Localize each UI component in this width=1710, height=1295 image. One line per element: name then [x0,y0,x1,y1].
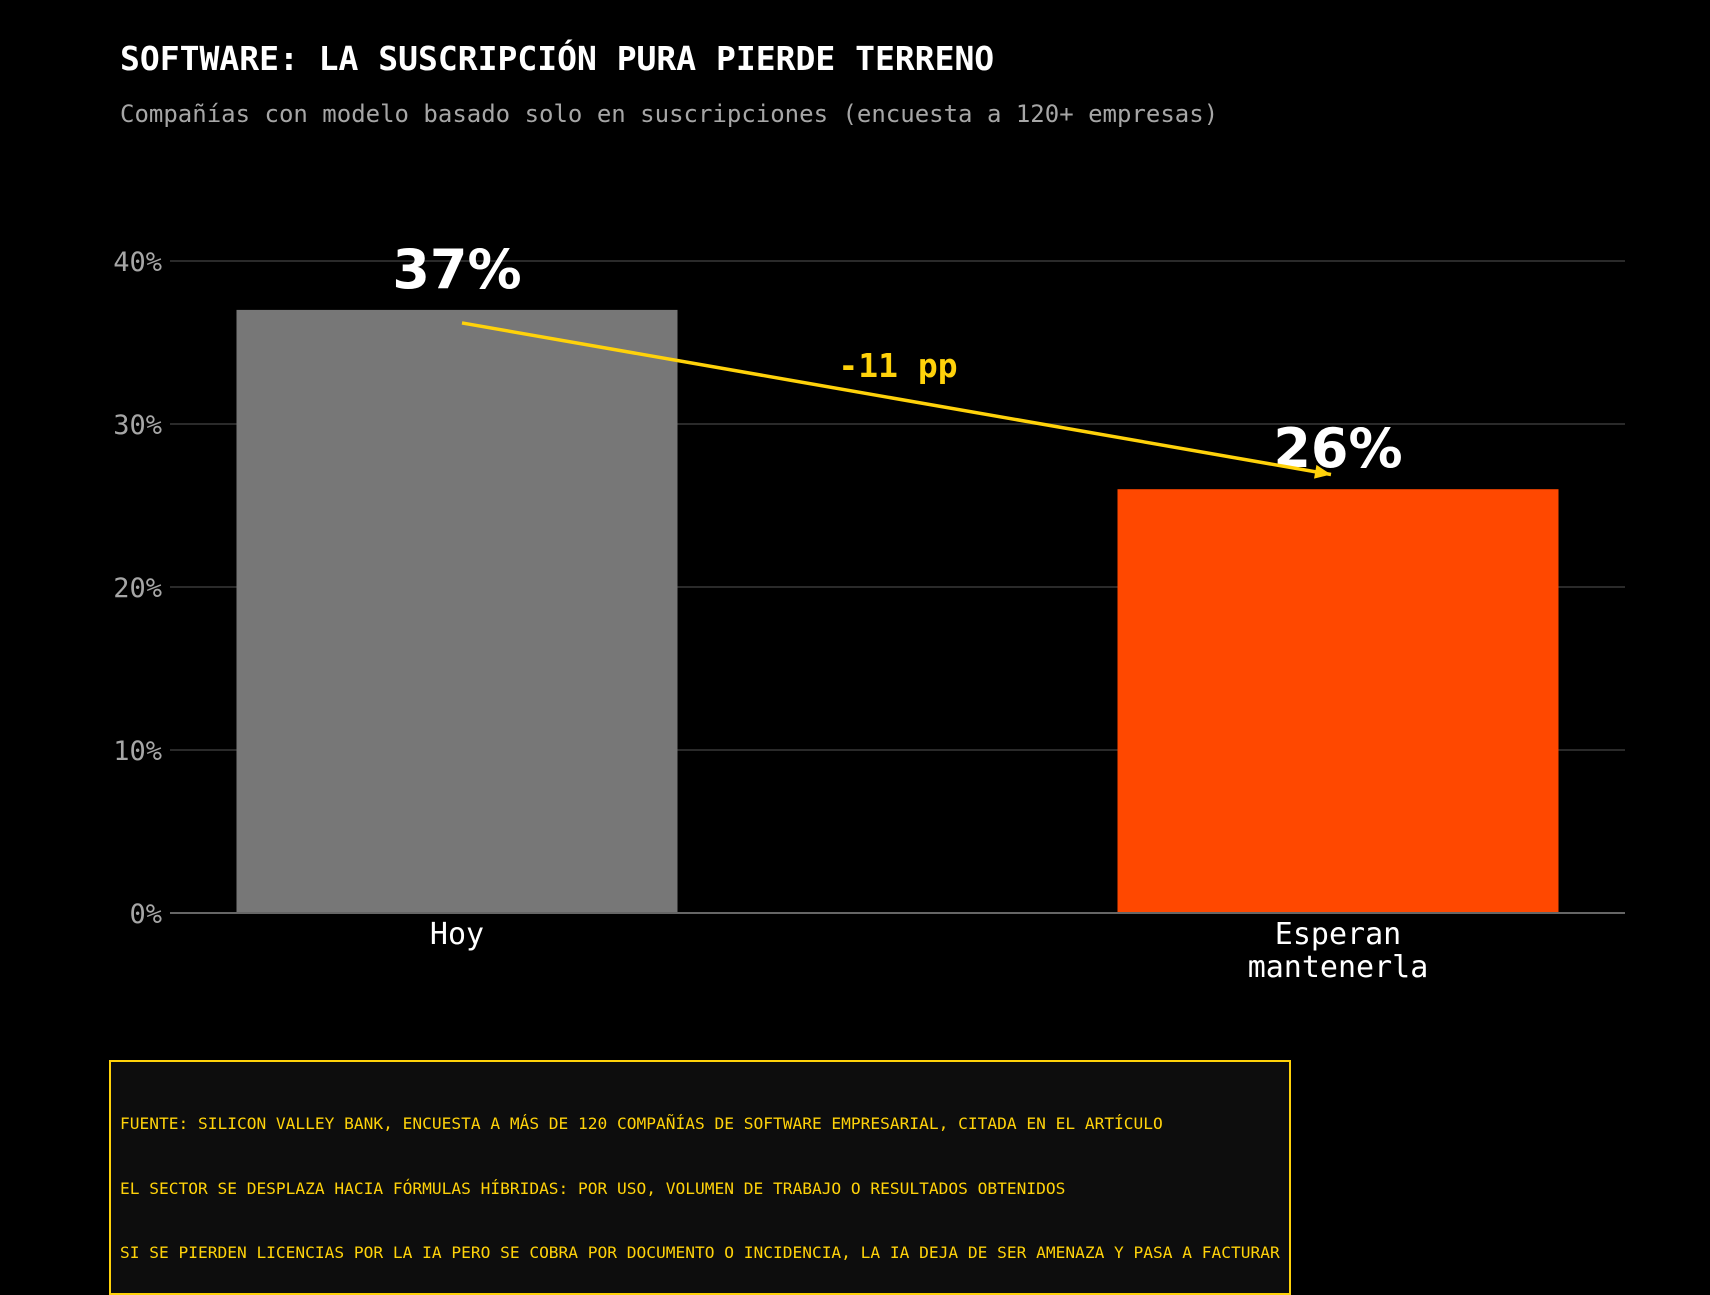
bars [236,309,1559,913]
change-arrow-head [1314,464,1331,479]
chart-subtitle: Compañías con modelo basado solo en susc… [120,100,1218,128]
bar-2 [1117,489,1559,913]
source-note-line-3: SI SE PIERDEN LICENCIAS POR LA IA PERO S… [120,1243,1280,1262]
data-label-1: 37% [392,238,521,301]
category-label-1: Hoy [430,917,484,952]
chart-title: SOFTWARE: LA SUSCRIPCIÓN PURA PIERDE TER… [120,38,994,78]
category-label-2: mantenerla [1248,950,1429,985]
bar-chart: SOFTWARE: LA SUSCRIPCIÓN PURA PIERDE TER… [113,38,1625,985]
y-tick-label: 40% [113,247,162,278]
change-annotation: -11 pp [461,321,1332,479]
category-label-2: Esperan [1275,917,1401,952]
y-tick-label: 30% [113,410,162,441]
source-note-box: FUENTE: SILICON VALLEY BANK, ENCUESTA A … [109,1060,1291,1295]
change-annotation-label: -11 pp [838,346,957,385]
change-arrow-line [461,321,1332,477]
y-tick-label: 10% [113,736,162,767]
bar-1 [236,309,678,913]
data-label-2: 26% [1273,417,1402,480]
y-axis-ticks: 0% 10% 20% 30% 40% [113,247,162,930]
y-tick-label: 20% [113,573,162,604]
source-note-line-1: FUENTE: SILICON VALLEY BANK, ENCUESTA A … [120,1114,1163,1133]
y-tick-label: 0% [129,899,162,930]
source-note-line-2: EL SECTOR SE DESPLAZA HACIA FÓRMULAS HÍB… [120,1178,1066,1198]
